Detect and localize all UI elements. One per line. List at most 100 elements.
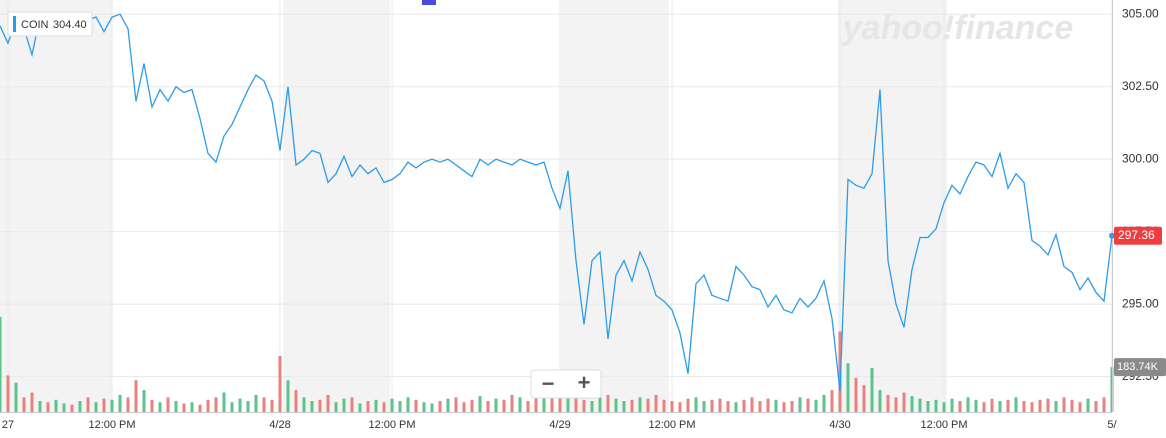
volume-bar <box>1022 401 1026 412</box>
last-volume-tag <box>1114 358 1166 377</box>
x-tick-label: 4/30 <box>829 419 850 431</box>
volume-bar <box>238 398 242 412</box>
volume-bar <box>822 394 826 412</box>
legend-value: 304.40 <box>53 19 87 31</box>
y-tick-label: 295.00 <box>1122 296 1159 310</box>
volume-bar <box>126 397 130 412</box>
volume-bar <box>430 403 434 412</box>
volume-bar <box>174 401 178 412</box>
volume-bar <box>230 402 234 412</box>
volume-bar <box>182 403 186 412</box>
volume-bar <box>206 399 210 412</box>
volume-bar <box>22 397 26 412</box>
volume-bar <box>334 402 338 412</box>
zoom-in-button[interactable]: + <box>578 370 591 395</box>
volume-bar <box>558 396 562 412</box>
off-hours-band <box>283 0 390 412</box>
volume-bar <box>598 397 602 412</box>
volume-bar <box>550 390 554 412</box>
volume-bar <box>1038 399 1042 412</box>
volume-bar <box>494 398 498 412</box>
volume-bar <box>1030 402 1034 412</box>
volume-bar <box>630 399 634 412</box>
legend-symbol: COIN <box>21 19 49 31</box>
volume-bar <box>86 397 90 412</box>
volume-bar <box>814 399 818 412</box>
x-tick-label: 27 <box>2 419 14 431</box>
last-volume-label: 183.74K <box>1117 361 1159 373</box>
volume-bar <box>526 401 530 412</box>
last-price-dot <box>1109 232 1115 239</box>
volume-bar <box>326 394 330 412</box>
volume-bar <box>198 404 202 412</box>
volume-bar <box>254 394 258 412</box>
volume-bar <box>886 394 890 412</box>
volume-bar <box>782 402 786 412</box>
volume-bar <box>366 401 370 412</box>
volume-bar <box>214 397 218 412</box>
volume-bar <box>0 316 2 412</box>
volume-bar <box>678 402 682 412</box>
volume-bar <box>670 401 674 412</box>
volume-bar <box>694 397 698 412</box>
volume-bar <box>846 363 850 412</box>
volume-bar <box>638 397 642 412</box>
volume-bar <box>806 398 810 412</box>
volume-bar <box>854 377 858 412</box>
volume-bar <box>1094 401 1098 412</box>
volume-bar <box>406 397 410 412</box>
volume-bar <box>78 401 82 412</box>
volume-bar <box>710 399 714 412</box>
volume-bar <box>110 399 114 412</box>
volume-bar <box>894 397 898 412</box>
session-shading <box>0 0 947 412</box>
volume-bar <box>798 397 802 412</box>
volume-bar <box>502 399 506 412</box>
volume-bar <box>1102 397 1106 412</box>
volume-bar <box>838 331 842 412</box>
volume-bar <box>758 401 762 412</box>
volume-bar <box>518 397 522 412</box>
volume-bar <box>30 392 34 412</box>
volume-bar <box>222 392 226 412</box>
volume-bar <box>750 397 754 412</box>
zoom-out-button[interactable]: − <box>542 371 555 396</box>
volume-bar <box>766 398 770 412</box>
volume-bar <box>350 397 354 412</box>
last-price-tag <box>1114 226 1162 245</box>
volume-bar <box>398 401 402 412</box>
volume-bar <box>358 403 362 412</box>
volume-bar <box>438 401 442 412</box>
volume-bar <box>414 399 418 412</box>
volume-bar <box>574 398 578 412</box>
volume-bar <box>374 399 378 412</box>
volume-bar <box>606 394 610 412</box>
x-tick-label: 12:00 PM <box>920 419 967 431</box>
y-tick-label: 302.50 <box>1122 79 1159 93</box>
volume-bar <box>150 399 154 412</box>
volume-bar <box>382 402 386 412</box>
x-tick-label: 4/28 <box>269 419 290 431</box>
volume-bar <box>998 401 1002 412</box>
volume-bar <box>622 401 626 412</box>
price-line <box>0 13 1113 392</box>
volume-bar <box>1078 402 1082 412</box>
legend-swatch <box>13 16 16 32</box>
volume-bar <box>582 399 586 412</box>
volume-bar <box>902 392 906 412</box>
volume-bar <box>134 380 138 412</box>
last-price-label: 297.36 <box>1118 228 1155 242</box>
volume-bar <box>446 398 450 412</box>
volume-bar <box>910 396 914 412</box>
volume-bar <box>14 382 18 412</box>
volume-bar <box>190 402 194 412</box>
volume-bar <box>118 394 122 412</box>
volume-bar <box>478 396 482 412</box>
volume-bar <box>830 390 834 412</box>
volume-bar <box>1014 397 1018 412</box>
volume-bar <box>262 397 266 412</box>
volume-bar <box>1006 399 1010 412</box>
volume-bar <box>158 402 162 412</box>
